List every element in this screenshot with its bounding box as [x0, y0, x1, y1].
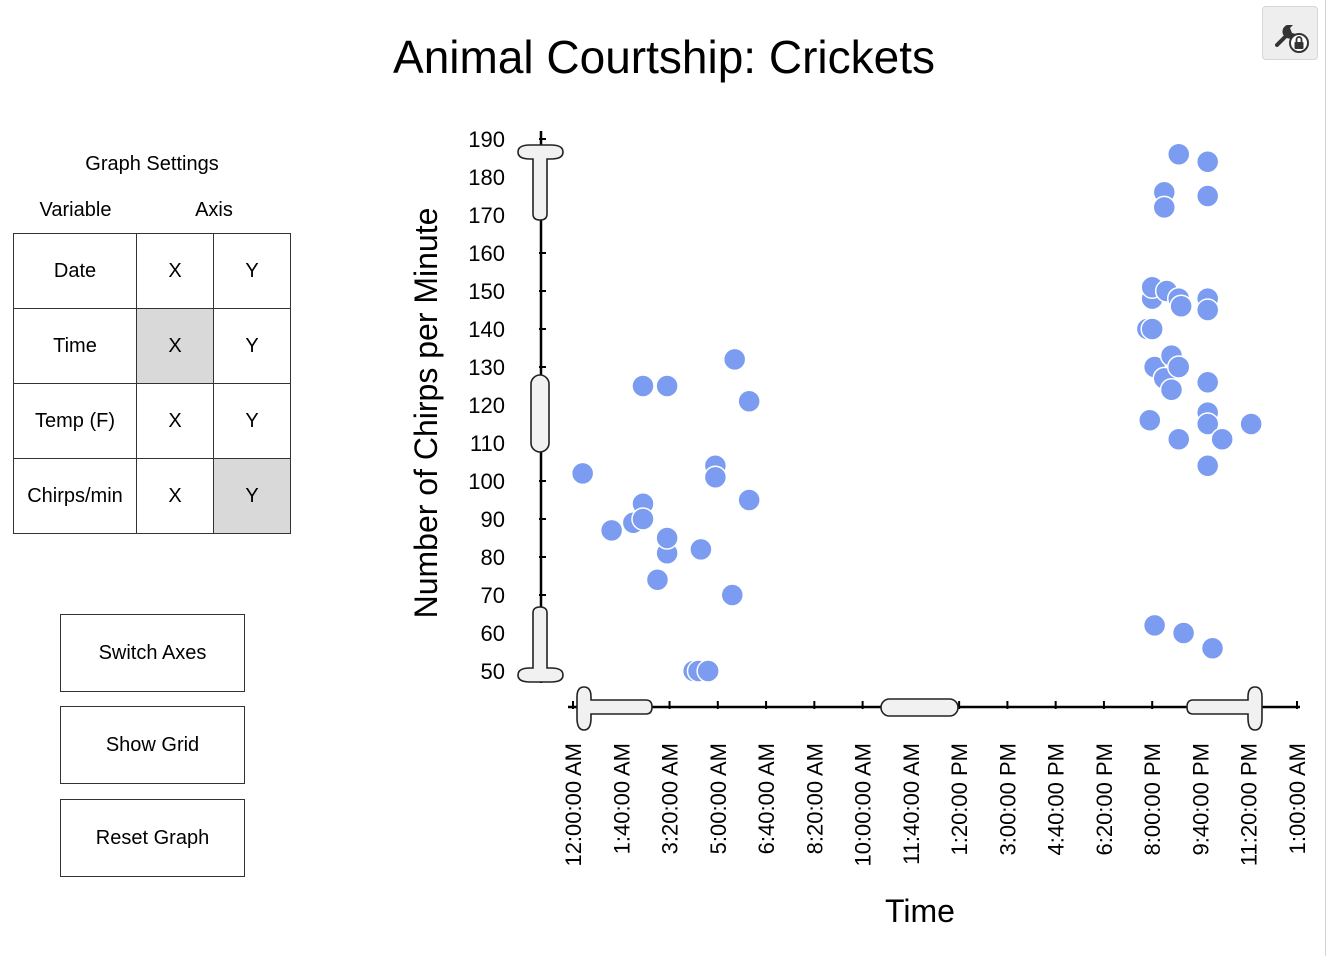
- y-axis-max-handle[interactable]: [517, 144, 564, 221]
- x-axis-pan-handle[interactable]: [880, 698, 959, 717]
- data-point[interactable]: [1195, 150, 1220, 174]
- y-tick-label: 110: [470, 431, 505, 456]
- data-point[interactable]: [1239, 412, 1263, 436]
- data-point[interactable]: [1195, 370, 1220, 394]
- settings-row-date: Date X Y: [13, 233, 291, 309]
- x-tick-label: 5:00:00 AM: [706, 743, 731, 854]
- y-tick-label: 80: [481, 545, 505, 570]
- settings-row-time: Time X Y: [13, 308, 291, 384]
- y-axis-label: Number of Chirps per Minute: [408, 208, 444, 619]
- data-point[interactable]: [1169, 294, 1193, 318]
- x-tick-label: 11:40:00 AM: [899, 743, 924, 865]
- x-tick-label: 8:00:00 PM: [1140, 743, 1165, 856]
- x-tick-label: 1:40:00 AM: [609, 743, 634, 854]
- x-tick-label: 1:20:00 PM: [947, 743, 972, 856]
- x-tick-label: 10:00:00 AM: [851, 743, 876, 867]
- y-tick-label: 130: [468, 355, 505, 380]
- variable-label: Time: [13, 308, 137, 384]
- wrench-lock-icon: [1275, 25, 1309, 53]
- y-axis-toggle[interactable]: Y: [213, 308, 291, 384]
- x-axis-min-handle[interactable]: [576, 686, 653, 731]
- y-axis-toggle[interactable]: Y: [213, 458, 291, 534]
- data-point[interactable]: [703, 465, 728, 489]
- x-axis-label: Time: [885, 893, 955, 929]
- data-point[interactable]: [1210, 427, 1234, 451]
- x-tick-label: 4:40:00 PM: [1044, 743, 1069, 856]
- data-point[interactable]: [1171, 621, 1196, 645]
- y-tick-label: 180: [468, 165, 505, 190]
- x-axis-max-handle[interactable]: [1186, 686, 1263, 731]
- variable-label: Date: [13, 233, 137, 309]
- data-point[interactable]: [655, 526, 679, 550]
- y-tick-label: 120: [468, 393, 505, 418]
- y-tick-label: 140: [468, 317, 505, 342]
- data-point[interactable]: [1159, 378, 1184, 402]
- data-point[interactable]: [722, 347, 747, 372]
- x-tick-label: 8:20:00 AM: [802, 743, 827, 854]
- y-tick-label: 60: [481, 621, 505, 646]
- axis-header: Axis: [195, 199, 233, 221]
- y-tick-label: 50: [481, 659, 505, 684]
- x-tick-label: 11:20:00 PM: [1237, 743, 1262, 866]
- y-tick-label: 90: [481, 507, 505, 532]
- data-point[interactable]: [737, 389, 761, 413]
- settings-row-temp: Temp (F) X Y: [13, 383, 291, 459]
- y-tick-label: 100: [468, 469, 505, 494]
- data-point[interactable]: [645, 568, 670, 592]
- data-point[interactable]: [737, 488, 761, 512]
- data-point[interactable]: [1195, 184, 1220, 208]
- graph-settings-table: Date X Y Time X Y Temp (F) X Y Chirps/mi…: [13, 233, 291, 534]
- data-point[interactable]: [1195, 298, 1220, 322]
- data-point[interactable]: [696, 659, 720, 683]
- x-tick-label: 3:20:00 AM: [658, 743, 683, 854]
- variable-header: Variable: [39, 199, 112, 221]
- data-point[interactable]: [631, 507, 655, 531]
- data-point[interactable]: [631, 374, 655, 398]
- reset-graph-button[interactable]: Reset Graph: [60, 799, 245, 877]
- y-axis-min-handle[interactable]: [517, 606, 564, 683]
- data-point[interactable]: [1166, 355, 1191, 379]
- data-point[interactable]: [1166, 142, 1191, 166]
- data-point[interactable]: [1166, 427, 1191, 451]
- x-axis-toggle[interactable]: X: [136, 383, 214, 459]
- x-axis-toggle[interactable]: X: [136, 233, 214, 309]
- page-title: Animal Courtship: Crickets: [393, 31, 935, 83]
- x-tick-label: 9:40:00 PM: [1188, 743, 1213, 856]
- x-tick-label: 6:40:00 AM: [754, 743, 779, 854]
- window-edge: [1325, 0, 1326, 956]
- data-point[interactable]: [570, 461, 595, 486]
- data-point[interactable]: [1138, 408, 1162, 432]
- switch-axes-button[interactable]: Switch Axes: [60, 614, 245, 692]
- data-point[interactable]: [1140, 317, 1164, 341]
- y-tick-label: 70: [481, 583, 505, 608]
- x-tick-label: 6:20:00 PM: [1092, 743, 1117, 856]
- x-axis-toggle[interactable]: X: [136, 308, 214, 384]
- data-point[interactable]: [1195, 412, 1220, 436]
- data-point[interactable]: [1152, 195, 1177, 220]
- variable-label: Chirps/min: [13, 458, 137, 534]
- data-point[interactable]: [1142, 613, 1167, 638]
- show-grid-button[interactable]: Show Grid: [60, 706, 245, 784]
- data-point[interactable]: [655, 374, 679, 398]
- data-point[interactable]: [599, 518, 624, 543]
- y-tick-label: 160: [468, 241, 505, 266]
- data-point[interactable]: [1195, 454, 1220, 478]
- settings-row-chirps: Chirps/min X Y: [13, 458, 291, 534]
- graph-settings-title: Graph Settings: [85, 153, 219, 175]
- x-tick-label: 3:00:00 PM: [995, 743, 1020, 856]
- y-tick-label: 190: [468, 127, 505, 152]
- x-tick-label: 12:00:00 AM: [561, 743, 586, 867]
- data-point[interactable]: [720, 583, 745, 607]
- y-tick-label: 170: [468, 203, 505, 228]
- y-axis-pan-handle[interactable]: [530, 374, 550, 453]
- data-point[interactable]: [1200, 636, 1225, 660]
- x-tick-label: 1:00:00 AM: [1285, 743, 1310, 854]
- y-tick-label: 150: [468, 279, 505, 304]
- settings-button[interactable]: [1262, 6, 1318, 60]
- data-point[interactable]: [689, 537, 713, 562]
